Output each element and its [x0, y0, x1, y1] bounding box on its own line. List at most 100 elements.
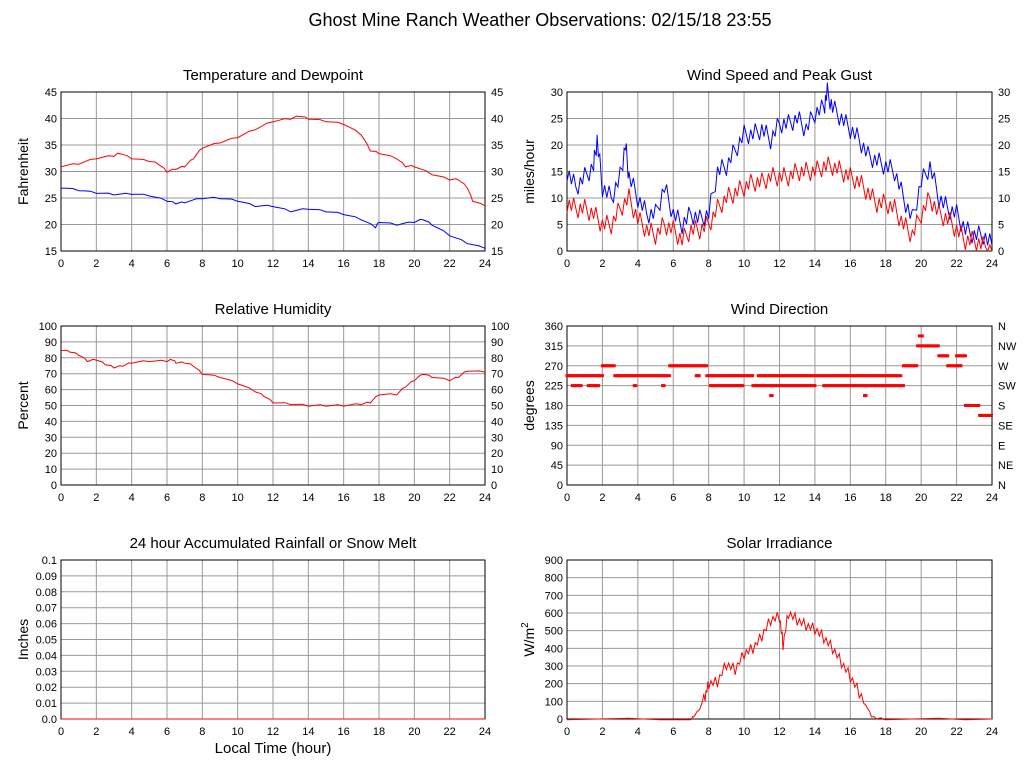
x-tick-label: 2	[599, 258, 605, 270]
x-tick-label: 4	[129, 726, 135, 738]
x-tick-label: 20	[915, 258, 927, 270]
wind-direction-point	[813, 384, 817, 388]
x-tick-label: 6	[670, 258, 676, 270]
y-tick-label-right: 45	[491, 87, 503, 99]
y-axis-label: Fahrenheit	[15, 138, 31, 205]
y-tick-label-right: 40	[491, 416, 503, 428]
chart-title: Wind Direction	[731, 301, 829, 318]
x-tick-label: 22	[950, 492, 962, 504]
y-tick-label-right: E	[998, 440, 1005, 452]
x-tick-label: 0	[564, 726, 570, 738]
y-tick-label: 0.04	[36, 650, 57, 662]
y-tick-label-right: 20	[998, 140, 1010, 152]
y-tick-label: 800	[545, 573, 563, 585]
wind-direction-point	[634, 384, 638, 388]
y-tick-label: 30	[551, 87, 563, 99]
y-tick-label: 900	[545, 555, 563, 567]
y-tick-label: 0.03	[36, 666, 57, 678]
x-axis-label: Local Time (hour)	[215, 740, 332, 757]
wind-direction-point	[946, 354, 950, 358]
wind-direction-point	[915, 364, 919, 368]
x-tick-label: 6	[670, 726, 676, 738]
wind-direction-point	[989, 413, 993, 417]
x-tick-label: 16	[338, 726, 350, 738]
y-tick-label-right: 60	[491, 385, 503, 397]
y-tick-label: 0.01	[36, 698, 57, 710]
x-tick-label: 10	[232, 258, 244, 270]
x-tick-label: 18	[880, 258, 892, 270]
y-tick-label: 0.05	[36, 635, 57, 647]
wind-direction-point	[662, 384, 666, 388]
x-tick-label: 16	[844, 492, 856, 504]
x-tick-label: 2	[93, 258, 99, 270]
x-tick-label: 8	[706, 258, 712, 270]
y-axis-label-text: miles/hour	[521, 139, 537, 204]
y-tick-label-right: 30	[998, 87, 1010, 99]
y-tick-label-right: 10	[491, 464, 503, 476]
x-tick-label: 24	[479, 258, 491, 270]
y-tick-label: 0	[557, 480, 563, 492]
y-tick-label: 15	[551, 167, 563, 179]
plot-frame	[566, 325, 993, 486]
x-tick-label: 4	[635, 726, 641, 738]
y-tick-label-right: 90	[491, 337, 503, 349]
plot-frame	[60, 325, 486, 486]
y-tick-label-right: N	[998, 321, 1006, 333]
x-tick-label: 14	[809, 492, 821, 504]
y-tick-label: 30	[45, 432, 57, 444]
x-tick-label: 18	[373, 492, 385, 504]
y-tick-label: 90	[551, 440, 563, 452]
x-tick-label: 12	[267, 492, 279, 504]
y-tick-label-right: 70	[491, 369, 503, 381]
y-tick-label-right: NW	[998, 341, 1017, 353]
x-tick-label: 2	[599, 726, 605, 738]
y-tick-label: 500	[545, 626, 563, 638]
y-tick-label: 100	[545, 696, 563, 708]
solar-irradiance-line	[566, 610, 993, 721]
x-tick-label: 16	[338, 258, 350, 270]
y-tick-label-right: S	[998, 401, 1005, 413]
wind-direction-point	[597, 384, 601, 388]
y-tick-label: 100	[39, 321, 57, 333]
y-tick-label: 0.08	[36, 587, 57, 599]
y-tick-label: 270	[545, 361, 563, 373]
dewpoint-line	[60, 187, 486, 249]
x-tick-label: 6	[670, 492, 676, 504]
x-tick-label: 0	[564, 492, 570, 504]
x-tick-label: 4	[635, 258, 641, 270]
y-tick-label-right: 25	[998, 114, 1010, 126]
x-tick-label: 20	[915, 726, 927, 738]
y-tick-label: 70	[45, 369, 57, 381]
y-tick-label-right: N	[998, 480, 1006, 492]
y-axis-label-text: Fahrenheit	[15, 138, 31, 205]
y-tick-label-right: 100	[491, 321, 509, 333]
y-tick-label: 180	[545, 401, 563, 413]
wind-direction-point	[963, 354, 967, 358]
x-tick-label: 20	[408, 258, 420, 270]
y-tick-label: 40	[45, 114, 57, 126]
x-tick-label: 18	[373, 258, 385, 270]
y-tick-label: 300	[545, 661, 563, 673]
x-tick-label: 10	[738, 492, 750, 504]
y-tick-label: 315	[545, 341, 563, 353]
y-tick-label-right: 20	[491, 448, 503, 460]
y-tick-label: 20	[45, 448, 57, 460]
x-tick-label: 14	[302, 726, 314, 738]
x-tick-label: 20	[408, 726, 420, 738]
x-tick-label: 6	[164, 492, 170, 504]
x-tick-label: 14	[809, 726, 821, 738]
y-tick-label-right: 80	[491, 353, 503, 365]
x-tick-label: 12	[773, 258, 785, 270]
x-tick-label: 18	[373, 726, 385, 738]
x-tick-label: 16	[844, 726, 856, 738]
x-tick-label: 6	[164, 726, 170, 738]
x-tick-label: 12	[267, 258, 279, 270]
y-tick-label: 20	[551, 140, 563, 152]
chart-title: Temperature and Dewpoint	[183, 67, 364, 84]
wind-direction-point	[579, 384, 583, 388]
x-tick-label: 22	[444, 492, 456, 504]
